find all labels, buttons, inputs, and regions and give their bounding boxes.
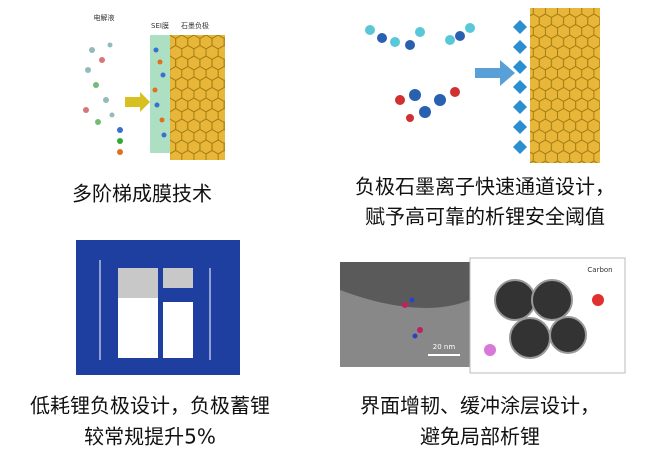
- label: SEI膜: [151, 21, 169, 30]
- label: 电解液: [94, 13, 115, 22]
- panel-coating: 20 nm Carbon: [340, 257, 626, 374]
- panel-low-loss: [76, 240, 240, 375]
- caption: 避免局部析锂: [420, 425, 540, 449]
- panel-sei: 电解液 SEI膜 石墨负极: [83, 13, 225, 160]
- caption: 低耗锂负极设计，负极蓄锂: [30, 394, 270, 418]
- panel-channel: [365, 8, 600, 163]
- label: Carbon: [587, 266, 612, 274]
- label: 石墨负极: [181, 21, 209, 30]
- caption: 多阶梯成膜技术: [72, 182, 212, 206]
- caption: 较常规提升5%: [84, 425, 216, 449]
- caption: 赋予高可靠的析锂安全阈值: [365, 205, 605, 229]
- caption: 界面增韧、缓冲涂层设计，: [360, 394, 600, 418]
- scale-label: 20 nm: [433, 343, 456, 351]
- caption: 负极石墨离子快速通道设计，: [355, 175, 615, 199]
